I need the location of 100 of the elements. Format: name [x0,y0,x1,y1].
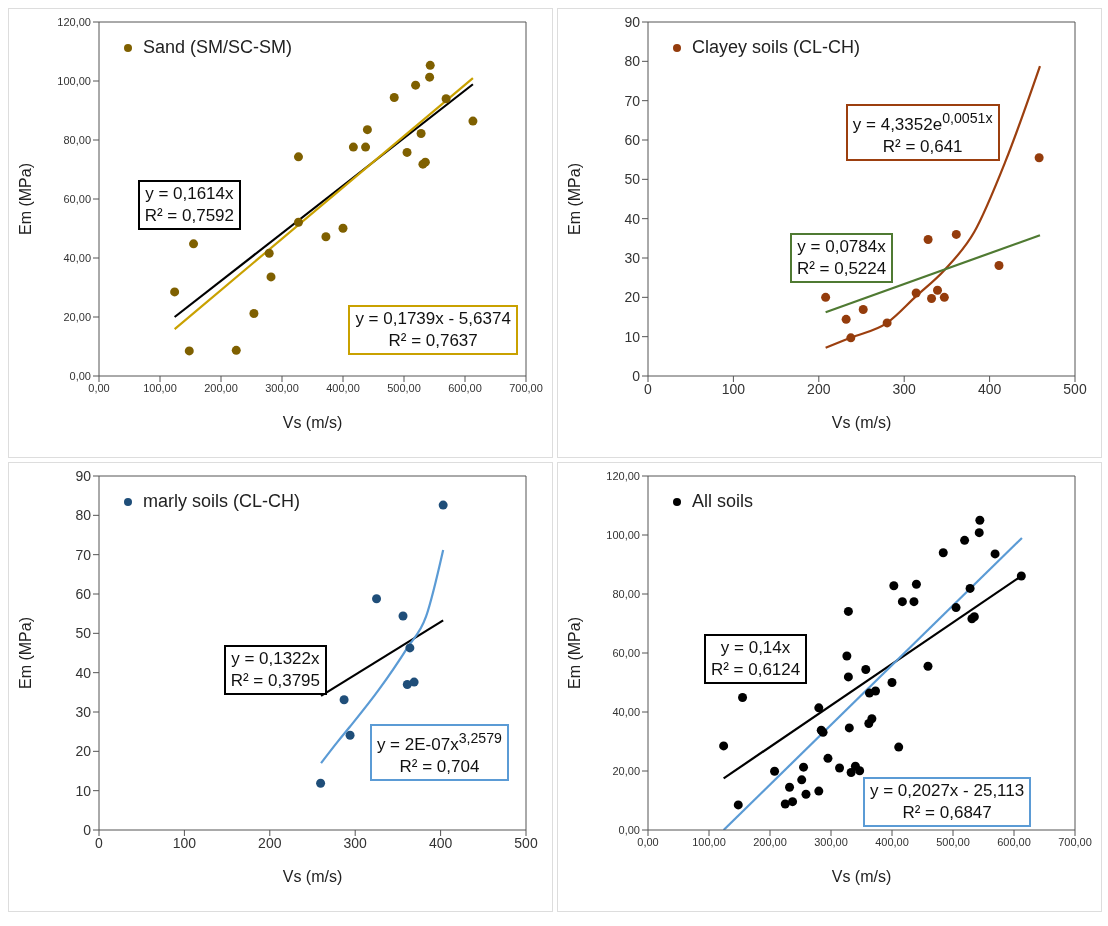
point [844,723,854,733]
y-tick-label: 80,00 [612,587,640,600]
point [951,229,961,239]
annotation: y = 0,14x R² = 0,6124 [703,633,808,684]
y-tick-label: 60,00 [63,192,91,205]
point [867,714,877,724]
point [975,515,985,525]
y-tick-label: 10 [75,782,92,799]
y-tick-label: 20,00 [612,764,640,777]
point [894,742,904,752]
y-tick-label: 40,00 [612,705,640,718]
point [846,767,856,777]
point [842,651,852,661]
point [1016,571,1026,581]
point [835,763,845,773]
point [348,142,358,152]
point [411,80,421,90]
y-tick-label: 100,00 [57,74,91,87]
point [361,142,371,152]
point [801,789,811,799]
point [231,345,241,355]
point [293,152,303,162]
point [965,583,975,593]
point [719,741,729,751]
point [889,581,899,591]
y-tick-label: 60 [624,131,641,148]
point [974,528,984,538]
point [911,288,921,298]
x-tick-label: 0,00 [88,381,110,394]
point [170,287,180,297]
x-tick-label: 200 [258,834,282,851]
point [416,129,426,139]
annotation: y = 4,3352e$^{0,0051x}$ R² = 0,641 [845,104,1000,161]
point [994,260,1004,270]
point [339,695,349,705]
y-tick-label: 70 [75,546,92,563]
point [938,548,948,558]
point [909,597,919,607]
point [409,677,419,687]
y-tick-label: 40,00 [63,251,91,264]
point [438,500,448,510]
x-tick-label: 600,00 [997,835,1031,848]
point [362,125,372,135]
annotation: y = 0,1322x R² = 0,3795 [223,645,327,696]
x-tick-label: 0 [95,834,104,851]
x-tick-label: 300 [343,834,368,851]
y-tick-label: 60,00 [612,646,640,659]
y-tick-label: 70 [624,92,641,109]
point [843,606,853,616]
x-tick-label: 200,00 [204,381,238,394]
y-tick-label: 20,00 [63,310,91,323]
y-tick-label: 50 [624,171,641,188]
x-tick-label: 400,00 [326,381,360,394]
annotation: y = 0,1614x R² = 0,7592 [137,179,241,230]
x-tick-label: 400 [428,834,453,851]
y-tick-label: 30 [75,703,92,720]
y-tick-label: 120,00 [606,469,640,482]
point [441,94,451,104]
point [321,232,331,242]
x-tick-label: 200,00 [753,835,787,848]
point [846,333,856,343]
legend-label: All soils [692,491,754,512]
point [871,686,881,696]
y-tick-label: 20 [624,289,641,306]
y-tick-label: 90 [624,13,641,30]
point [923,661,933,671]
x-tick-label: 100 [172,834,197,851]
annotation: y = 2E-07x$^{3,2579}$ R² = 0,704 [369,724,509,782]
point [960,535,970,545]
y-tick-label: 100,00 [606,528,640,541]
point [911,579,921,589]
y-axis-title: Em (MPa) [565,163,583,235]
y-tick-label: 60 [75,585,92,602]
point [733,800,743,810]
point [293,217,303,227]
point [770,766,780,776]
point [823,753,833,763]
point [821,292,831,302]
point [951,603,961,613]
y-tick-label: 50 [75,625,92,642]
x-tick-label: 300,00 [814,835,848,848]
x-tick-label: 700,00 [509,381,543,394]
y-axis-title: Em (MPa) [565,617,583,689]
x-axis-title: Vs (m/s) [831,414,892,431]
x-tick-label: 300 [892,380,917,397]
x-axis-title: Vs (m/s) [831,868,892,885]
point [788,797,798,807]
x-tick-label: 300,00 [265,381,299,394]
point [398,611,408,621]
point [785,782,795,792]
point [405,643,415,653]
y-tick-label: 40 [75,664,92,681]
y-tick-label: 80 [75,507,92,524]
point [316,778,326,788]
point [887,678,897,687]
point [338,223,348,233]
y-tick-label: 20 [75,743,92,760]
x-tick-label: 600,00 [448,381,482,394]
y-tick-label: 40 [624,210,641,227]
x-tick-label: 400 [977,380,1002,397]
